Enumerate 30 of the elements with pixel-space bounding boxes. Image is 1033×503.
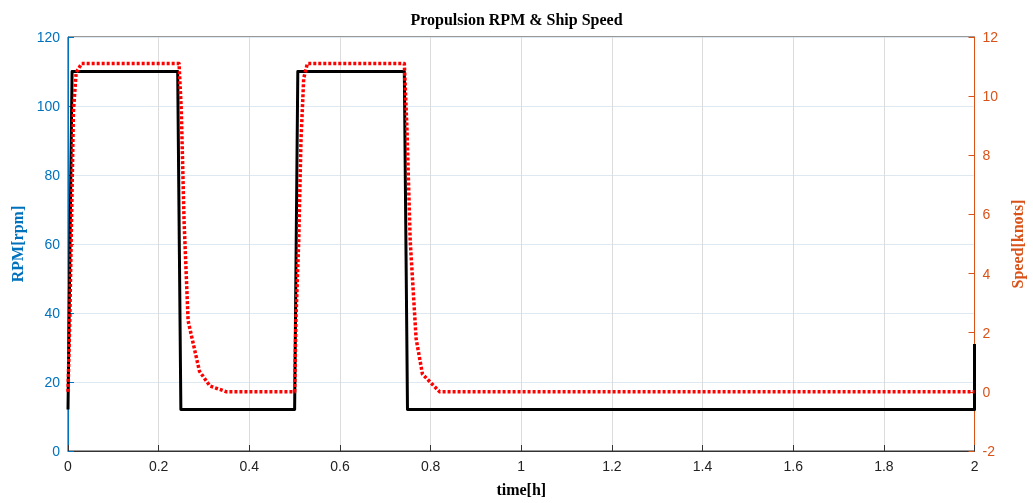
x-tick-label: 2: [970, 458, 979, 474]
y2-tick-label: 0: [982, 383, 991, 400]
x-tick-label: 0.4: [239, 458, 260, 474]
y-axis-title: RPM[rpm]: [9, 205, 28, 283]
x-tick-label: 0: [64, 458, 73, 474]
y2-tick-label: 10: [982, 88, 999, 105]
y-tick-label: 80: [44, 167, 61, 183]
x-axis-title: time[h]: [496, 480, 547, 498]
x-tick-label: 0.6: [330, 458, 350, 474]
x-tick-label: 1.8: [874, 458, 894, 474]
y2-tick-label: 8: [982, 147, 991, 164]
y2-tick-label: 6: [982, 206, 991, 223]
x-tick-label: 0.2: [148, 458, 169, 474]
y-tick-label: 0: [52, 443, 61, 459]
y-tick-label: 40: [44, 305, 61, 321]
y2-tick-label: 12: [982, 29, 999, 45]
y2-tick-label: 2: [982, 324, 991, 341]
x-tick-label: 1.2: [602, 458, 622, 474]
x-tick-label: 1: [517, 458, 526, 474]
y2-axis-title: Speed[knots]: [1008, 199, 1027, 289]
chart-title: Propulsion RPM & Ship Speed: [410, 10, 623, 29]
y2-tick-label: 4: [982, 265, 991, 282]
y-tick-label: 20: [44, 374, 61, 390]
y-tick-label: 60: [44, 236, 61, 252]
x-tick-label: 1.4: [692, 458, 713, 474]
y2-tick-label: -2: [982, 443, 996, 459]
x-tick-label: 0.8: [420, 458, 441, 474]
y-tick-label: 100: [36, 98, 61, 114]
y-tick-label: 120: [36, 29, 61, 45]
x-tick-label: 1.6: [783, 458, 804, 474]
